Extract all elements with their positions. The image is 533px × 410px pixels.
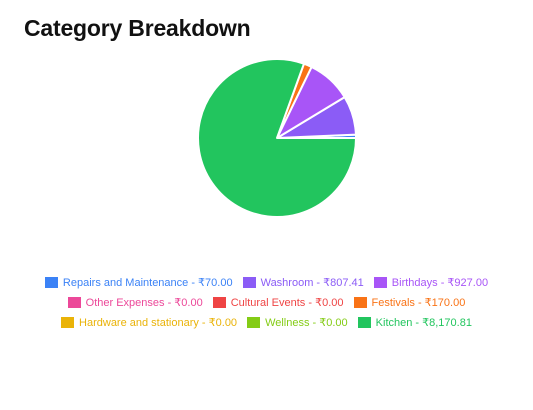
- legend-item-birthdays[interactable]: Birthdays - ₹927.00: [373, 276, 489, 289]
- legend-item-cultural-events[interactable]: Cultural Events - ₹0.00: [212, 296, 344, 309]
- pie-chart: [197, 58, 358, 218]
- legend-item-wellness[interactable]: Wellness - ₹0.00: [247, 316, 348, 329]
- legend-label: Kitchen - ₹8,170.81: [375, 316, 472, 329]
- legend-swatch: [67, 296, 81, 308]
- legend-item-hardware-and-stationary[interactable]: Hardware and stationary - ₹0.00: [61, 316, 237, 329]
- legend-swatch: [242, 276, 256, 288]
- legend-swatch: [357, 316, 371, 328]
- legend-item-kitchen[interactable]: Kitchen - ₹8,170.81: [357, 316, 472, 329]
- legend-item-washroom[interactable]: Washroom - ₹807.41: [242, 276, 364, 289]
- legend-label: Washroom - ₹807.41: [260, 276, 364, 289]
- legend-item-repairs-and-maintenance[interactable]: Repairs and Maintenance - ₹70.00: [44, 276, 233, 289]
- legend-label: Festivals - ₹170.00: [371, 296, 466, 309]
- legend-row: Other Expenses - ₹0.00 Cultural Events - …: [0, 292, 533, 312]
- legend-swatch: [212, 296, 226, 308]
- legend-swatch: [247, 316, 261, 328]
- legend-swatch: [353, 296, 367, 308]
- legend-label: Other Expenses - ₹0.00: [85, 296, 203, 309]
- legend-swatch: [61, 316, 75, 328]
- legend-row: Hardware and stationary - ₹0.00 Wellness …: [0, 312, 533, 332]
- legend-label: Repairs and Maintenance - ₹70.00: [62, 276, 233, 289]
- legend-label: Birthdays - ₹927.00: [391, 276, 489, 289]
- pie-slice-kitchen[interactable]: [197, 58, 357, 218]
- legend-label: Hardware and stationary - ₹0.00: [79, 316, 238, 329]
- chart-title: Category Breakdown: [24, 15, 251, 41]
- legend-swatch: [44, 276, 58, 288]
- legend-swatch: [373, 276, 387, 288]
- legend-item-festivals[interactable]: Festivals - ₹170.00: [353, 296, 466, 309]
- legend-row: Repairs and Maintenance - ₹70.00 Washroom…: [0, 272, 533, 292]
- legend-item-other-expenses[interactable]: Other Expenses - ₹0.00: [67, 296, 203, 309]
- legend-label: Wellness - ₹0.00: [265, 316, 348, 329]
- chart-legend: Repairs and Maintenance - ₹70.00 Washroom…: [0, 272, 533, 332]
- legend-label: Cultural Events - ₹0.00: [230, 296, 344, 309]
